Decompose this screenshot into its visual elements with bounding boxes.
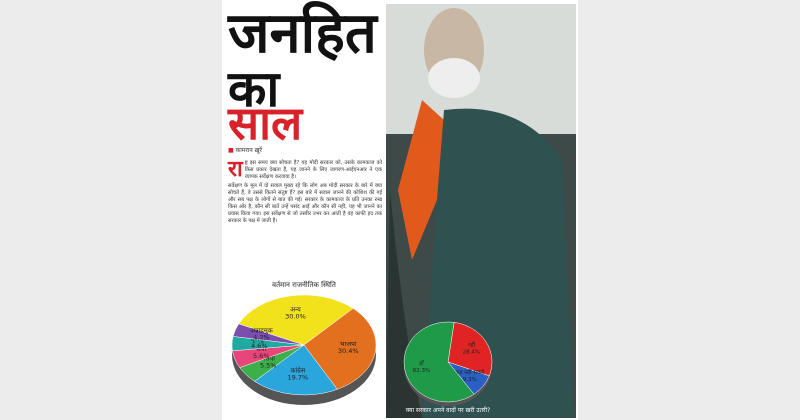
- pie-slice: [238, 294, 354, 346]
- slice-label: बसपा: [261, 355, 275, 363]
- beard: [428, 58, 480, 98]
- graphics: अन्य30.0% भाजपा30.4% कांग्रेस19.7% बसपा5.5%…: [231, 4, 576, 419]
- pie-slice: [254, 344, 338, 396]
- chart-title: वर्तमान राजनीतिक स्थिति: [272, 280, 337, 289]
- paragraph: ष्ट्र इस समय क्या सोचता है? यह मोदी सरका…: [244, 160, 382, 181]
- slice-value: 4.6%: [251, 342, 268, 350]
- pie-slice: [232, 323, 305, 346]
- slice-label: अन्य: [290, 306, 301, 314]
- slice-label: नहीं: [468, 341, 476, 348]
- chart-title: क्या सरकार अपने वादों पर खरी उतरी?: [406, 406, 490, 414]
- slice-label: हाँ: [419, 360, 424, 367]
- shadow: [386, 190, 422, 418]
- byline: कामरान ख़ुर्रे: [235, 147, 262, 154]
- slice-value: 5.6%: [253, 352, 270, 360]
- slice-value: 30.4%: [338, 347, 359, 355]
- slice-label: कांग्रेस: [290, 367, 305, 375]
- headline: का: [228, 60, 280, 118]
- pie-slice: [403, 321, 475, 403]
- slice-label: अन्नाद्रमुक: [250, 327, 274, 335]
- paragraph: सर्वेक्षण के मूल में दो सवाल मुख्य रहे क…: [228, 183, 382, 225]
- byline-row: ■ कामरान ख़ुर्रे: [228, 146, 262, 154]
- slice-value: 9.3%: [463, 377, 477, 383]
- slice-label: कह नहीं सकते: [455, 369, 485, 376]
- slice-value: 19.7%: [288, 374, 309, 382]
- slice-label: सपा: [256, 345, 266, 353]
- slice-value: 30.0%: [285, 313, 306, 321]
- newspaper-page: जनहित का साल ■ कामरान ख़ुर्रे रा ष्ट्र इ…: [222, 0, 578, 420]
- headline: जनहित: [228, 1, 377, 66]
- scarf: [398, 100, 444, 260]
- article-body: रा ष्ट्र इस समय क्या सोचता है? यह मोदी स…: [228, 157, 382, 227]
- slice-value: 62.3%: [413, 368, 430, 374]
- slice-value: 5.5%: [260, 362, 277, 370]
- pie-slice: [303, 308, 377, 390]
- pie-slice: [447, 322, 493, 377]
- bullet: ■: [228, 147, 234, 154]
- dropcap: रा: [228, 157, 243, 182]
- slice-value: 4.2%: [253, 334, 270, 342]
- headline: साल: [228, 96, 303, 150]
- slice-label: भाजपा: [340, 340, 357, 348]
- slice-value: 28.4%: [463, 349, 480, 355]
